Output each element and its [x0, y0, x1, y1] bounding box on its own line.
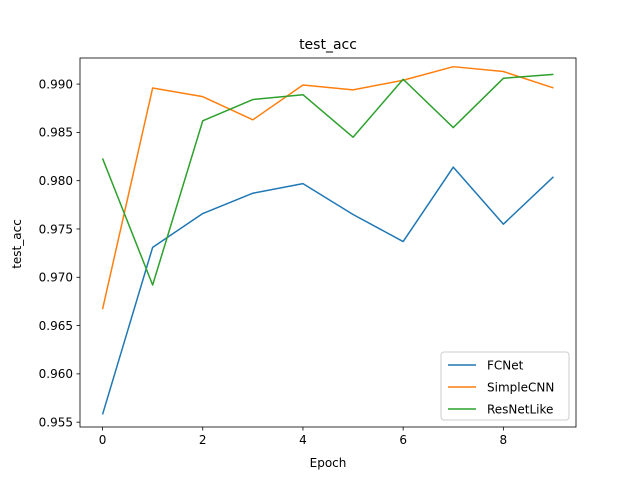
legend-label-simplecnn: SimpleCNN: [487, 380, 554, 394]
y-tick-label: 0.970: [39, 271, 73, 285]
plot-area: [79, 57, 577, 428]
y-tick-label: 0.990: [39, 77, 73, 91]
legend-box: [440, 351, 570, 421]
x-tick-label: 6: [399, 433, 407, 447]
y-tick-label: 0.955: [39, 415, 73, 429]
x-tick-label: 4: [299, 433, 307, 447]
series-line-fcnet: [101, 166, 554, 415]
y-tick-label: 0.960: [39, 367, 73, 381]
legend-label-fcnet: FCNet: [487, 358, 524, 372]
x-tick-label: 8: [500, 433, 508, 447]
series-line-resnetlike: [101, 73, 554, 286]
y-tick-label: 0.965: [39, 319, 73, 333]
y-axis-label: test_acc: [10, 219, 24, 269]
legend: FCNet SimpleCNN ResNetLike: [440, 351, 570, 421]
series-line-simplecnn: [101, 65, 554, 310]
y-tick-label: 0.985: [39, 126, 73, 140]
x-tick-label: 0: [99, 433, 107, 447]
legend-label-resnetlike: ResNetLike: [487, 402, 553, 416]
chart-title: test_acc: [299, 37, 357, 53]
y-tick-label: 0.975: [39, 222, 73, 236]
plot-frame: [79, 57, 577, 428]
x-tick-label: 2: [199, 433, 207, 447]
x-axis-label: Epoch: [310, 456, 347, 470]
x-axis-ticks: 0 2 4 6 8: [99, 427, 507, 447]
y-axis-ticks: 0.955 0.960 0.965 0.970 0.975 0.980 0.985 0.990: [39, 77, 80, 429]
y-tick-label: 0.980: [39, 174, 73, 188]
